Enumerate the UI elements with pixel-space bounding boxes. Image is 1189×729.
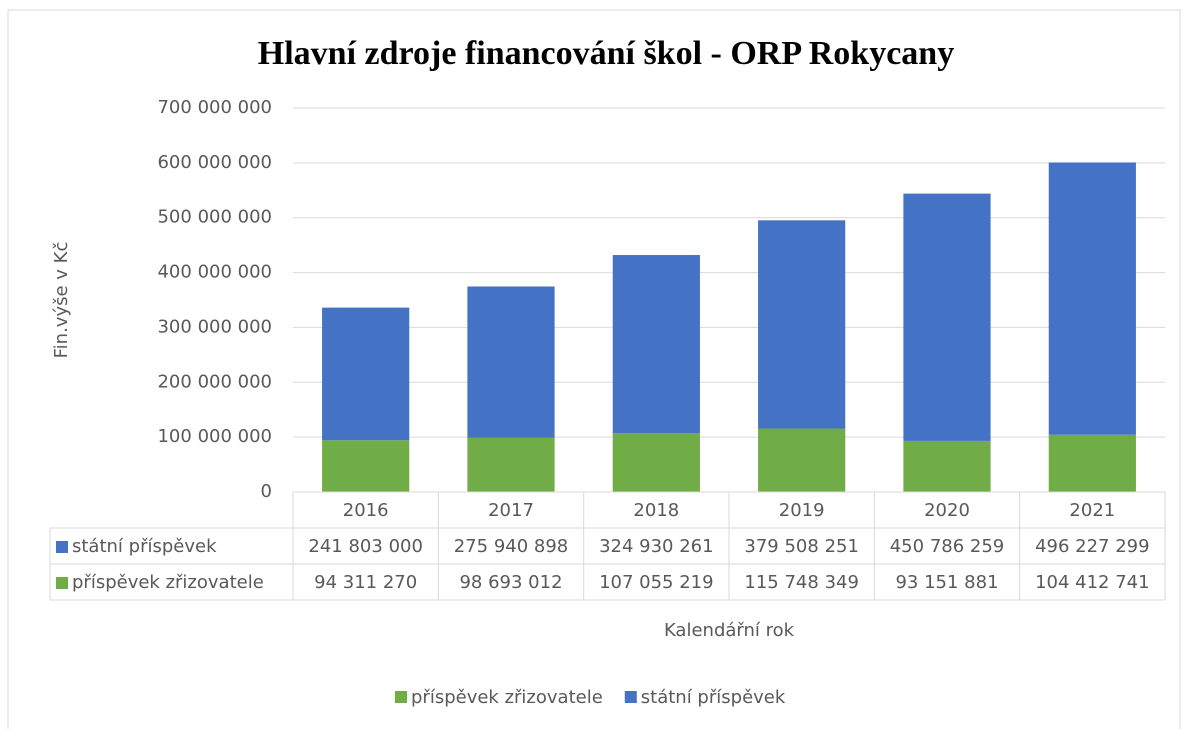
legend-key: [395, 691, 407, 703]
table-cell: 450 786 259: [890, 536, 1005, 557]
table-cell: 98 693 012: [459, 572, 562, 593]
bar: [612, 433, 700, 492]
table-row-label: příspěvek zřizovatele: [72, 572, 264, 593]
table-row-label: státní příspěvek: [72, 536, 217, 557]
y-tick-label: 400 000 000: [157, 262, 272, 283]
bar: [612, 255, 700, 434]
bar: [758, 220, 846, 429]
table-cell: 496 227 299: [1035, 536, 1150, 557]
x-tick-label: 2018: [633, 500, 679, 521]
y-tick-label: 200 000 000: [157, 371, 272, 392]
y-tick-label: 100 000 000: [157, 426, 272, 447]
table-cell: 379 508 251: [744, 536, 859, 557]
bar: [903, 440, 991, 492]
bar: [1048, 434, 1136, 492]
x-tick-label: 2019: [779, 500, 825, 521]
table-cell: 241 803 000: [308, 536, 423, 557]
table-cell: 115 748 349: [744, 572, 859, 593]
y-tick-label: 500 000 000: [157, 207, 272, 228]
legend-label: příspěvek zřizovatele: [411, 687, 603, 708]
x-tick-label: 2017: [488, 500, 534, 521]
x-axis-label: Kalendářní rok: [664, 620, 795, 641]
y-tick-label: 700 000 000: [157, 97, 272, 118]
y-axis-label: Fin.výše v Kč: [51, 242, 72, 359]
table-cell: 104 412 741: [1035, 572, 1150, 593]
table-cell: 93 151 881: [895, 572, 998, 593]
x-tick-label: 2016: [343, 500, 389, 521]
x-tick-label: 2020: [924, 500, 970, 521]
table-cell: 107 055 219: [599, 572, 714, 593]
bar: [467, 286, 555, 438]
table-cell: 324 930 261: [599, 536, 714, 557]
y-tick-label: 300 000 000: [157, 316, 272, 337]
bar: [467, 437, 555, 492]
bar: [903, 193, 991, 441]
bar: [322, 440, 410, 492]
legend-key: [624, 691, 637, 703]
legend-key: [56, 541, 68, 553]
legend-label: státní příspěvek: [641, 687, 786, 708]
table-cell: 275 940 898: [454, 536, 569, 557]
y-tick-label: 0: [261, 481, 272, 502]
bar: [322, 307, 410, 441]
table-cell: 94 311 270: [314, 572, 417, 593]
x-tick-label: 2021: [1069, 500, 1115, 521]
chart-title: Hlavní zdroje financování škol - ORP Rok…: [258, 35, 954, 72]
y-tick-label: 600 000 000: [157, 152, 272, 173]
legend-key: [56, 577, 68, 589]
bar: [1048, 162, 1136, 435]
bar: [758, 428, 846, 492]
